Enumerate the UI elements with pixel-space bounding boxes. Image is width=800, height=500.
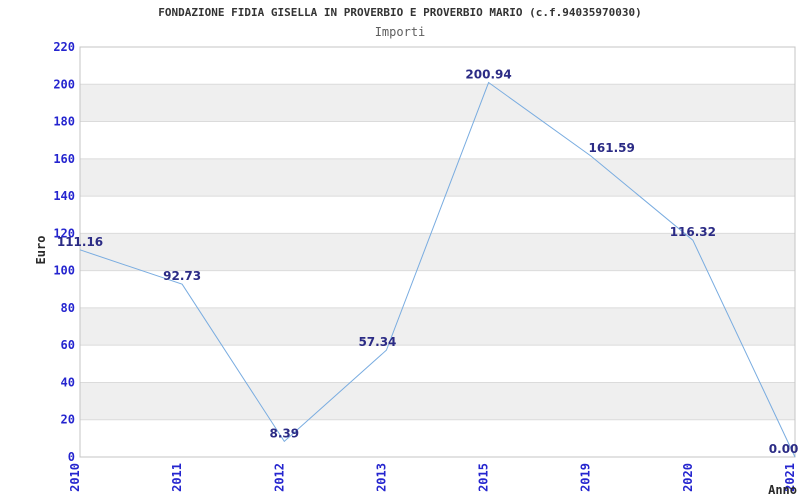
y-tick-label: 160 (53, 152, 75, 166)
y-tick-label: 0 (68, 450, 75, 464)
y-tick-label: 40 (61, 375, 75, 389)
x-axis-title: Anno (768, 483, 797, 497)
y-tick-label: 200 (53, 77, 75, 91)
point-label: 92.73 (163, 269, 201, 283)
point-label: 161.59 (589, 141, 635, 155)
plot-band (80, 158, 795, 197)
plot-band (80, 307, 795, 346)
data-line (79, 81, 796, 458)
x-tick-label: 2011 (170, 463, 184, 492)
plot-band (80, 382, 795, 420)
y-tick-label: 20 (61, 413, 75, 427)
y-tick-label: 80 (61, 301, 75, 315)
x-tick-label: 2020 (681, 463, 695, 492)
y-axis-title: Euro (34, 235, 48, 265)
point-label: 57.34 (358, 335, 396, 349)
y-tick-label: 180 (53, 115, 75, 129)
point-label: 0.00 (769, 442, 799, 456)
x-tick-label: 2015 (477, 463, 491, 492)
plot-band (80, 84, 795, 122)
y-tick-label: 120 (53, 226, 75, 240)
x-tick-label: 2010 (68, 463, 82, 492)
y-tick-label: 100 (53, 264, 75, 278)
point-label: 111.16 (57, 235, 103, 249)
x-tick-label: 2019 (579, 463, 593, 492)
y-tick-label: 140 (53, 189, 75, 203)
plot-band (80, 233, 795, 271)
x-tick-label: 2012 (272, 463, 286, 492)
x-tick-label: 2013 (374, 463, 388, 492)
x-tick-label: 2021 (783, 463, 797, 492)
chart-subtitle: Importi (374, 25, 426, 39)
plot-border (79, 46, 796, 458)
y-tick-label: 60 (61, 338, 75, 352)
y-tick-label: 220 (53, 40, 75, 54)
chart-title: FONDAZIONE FIDIA GISELLA IN PROVERBIO E … (158, 6, 642, 19)
point-label: 8.39 (269, 426, 299, 440)
point-label: 200.94 (465, 68, 511, 82)
point-label: 116.32 (670, 225, 716, 239)
